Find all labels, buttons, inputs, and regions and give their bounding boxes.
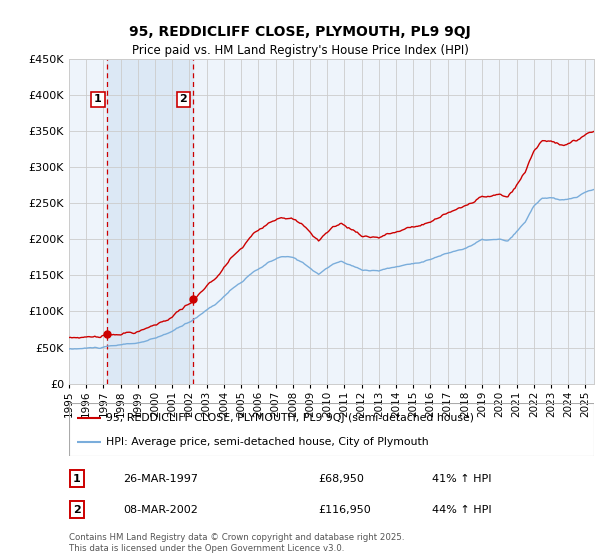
Text: £116,950: £116,950 (318, 505, 371, 515)
Bar (107, 59, 193, 384)
Text: £68,950: £68,950 (318, 474, 364, 484)
Text: 2: 2 (73, 505, 80, 515)
Text: 08-MAR-2002: 08-MAR-2002 (123, 505, 198, 515)
Text: 1: 1 (94, 95, 102, 104)
Text: 44% ↑ HPI: 44% ↑ HPI (432, 505, 491, 515)
Text: 2: 2 (179, 95, 187, 104)
Text: HPI: Average price, semi-detached house, City of Plymouth: HPI: Average price, semi-detached house,… (106, 437, 428, 447)
Text: 1: 1 (73, 474, 80, 484)
Text: 95, REDDICLIFF CLOSE, PLYMOUTH, PL9 9QJ (semi-detached house): 95, REDDICLIFF CLOSE, PLYMOUTH, PL9 9QJ … (106, 413, 474, 423)
Text: Price paid vs. HM Land Registry's House Price Index (HPI): Price paid vs. HM Land Registry's House … (131, 44, 469, 57)
Text: 41% ↑ HPI: 41% ↑ HPI (432, 474, 491, 484)
Text: Contains HM Land Registry data © Crown copyright and database right 2025.
This d: Contains HM Land Registry data © Crown c… (69, 533, 404, 553)
Text: 26-MAR-1997: 26-MAR-1997 (123, 474, 198, 484)
Text: 95, REDDICLIFF CLOSE, PLYMOUTH, PL9 9QJ: 95, REDDICLIFF CLOSE, PLYMOUTH, PL9 9QJ (129, 25, 471, 39)
